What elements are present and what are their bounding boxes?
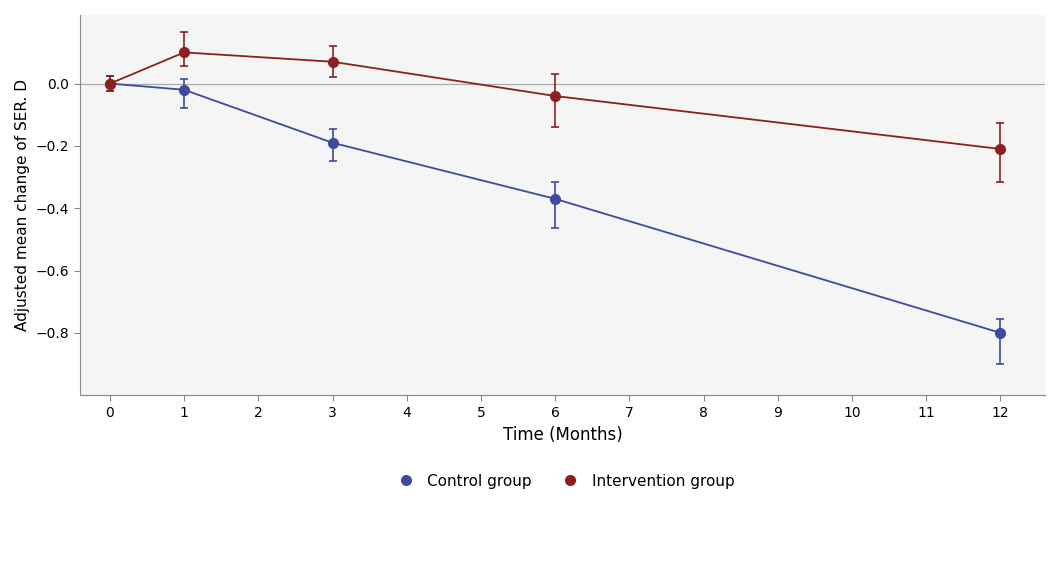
Y-axis label: Adjusted mean change of SER. D: Adjusted mean change of SER. D: [15, 79, 30, 331]
Legend: Control group, Intervention group: Control group, Intervention group: [385, 468, 741, 495]
X-axis label: Time (Months): Time (Months): [502, 426, 622, 444]
